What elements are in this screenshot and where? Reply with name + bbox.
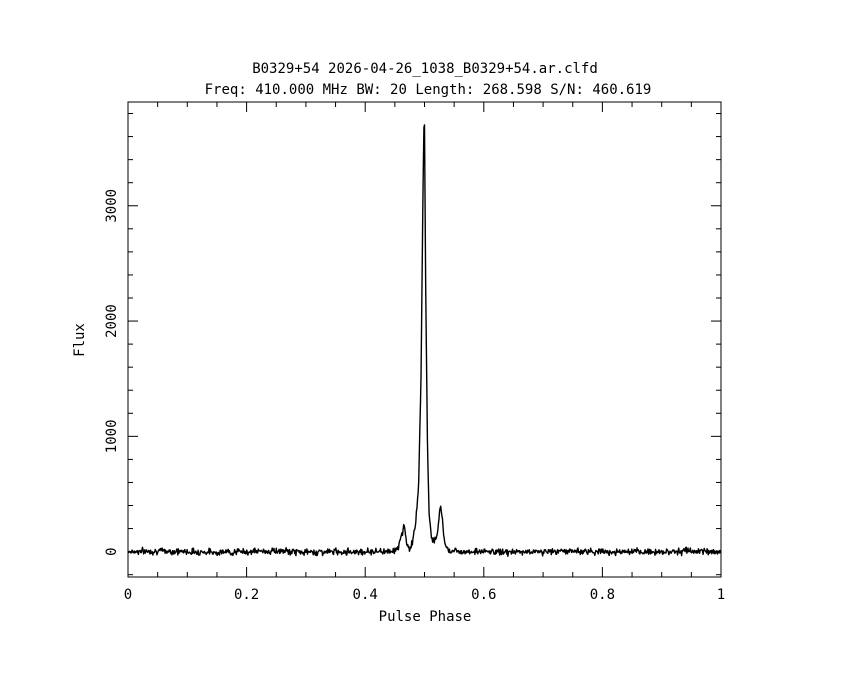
chart-title: B0329+54 2026-04-26_1038_B0329+54.ar.clf… bbox=[252, 61, 598, 77]
y-tick-label: 0 bbox=[104, 547, 120, 555]
y-tick-label: 3000 bbox=[104, 189, 120, 223]
pulse-profile-line bbox=[127, 124, 722, 558]
x-tick-labels: 0 0.2 0.4 0.6 0.8 1 bbox=[124, 587, 725, 603]
x-tick-label: 0.4 bbox=[353, 587, 378, 603]
y-tick-labels: 0 1000 2000 3000 bbox=[104, 189, 120, 556]
x-tick-label: 0 bbox=[124, 587, 132, 603]
y-tick-label: 2000 bbox=[104, 304, 120, 338]
x-axis-label: Pulse Phase bbox=[379, 609, 472, 625]
x-tick-label: 0.6 bbox=[471, 587, 496, 603]
x-tick-label: 1 bbox=[717, 587, 725, 603]
x-tick-label: 0.8 bbox=[590, 587, 615, 603]
y-tick-label: 1000 bbox=[104, 419, 120, 453]
y-axis-label: Flux bbox=[72, 323, 88, 357]
x-tick-label: 0.2 bbox=[234, 587, 259, 603]
chart-subtitle: Freq: 410.000 MHz BW: 20 Length: 268.598… bbox=[205, 82, 652, 98]
